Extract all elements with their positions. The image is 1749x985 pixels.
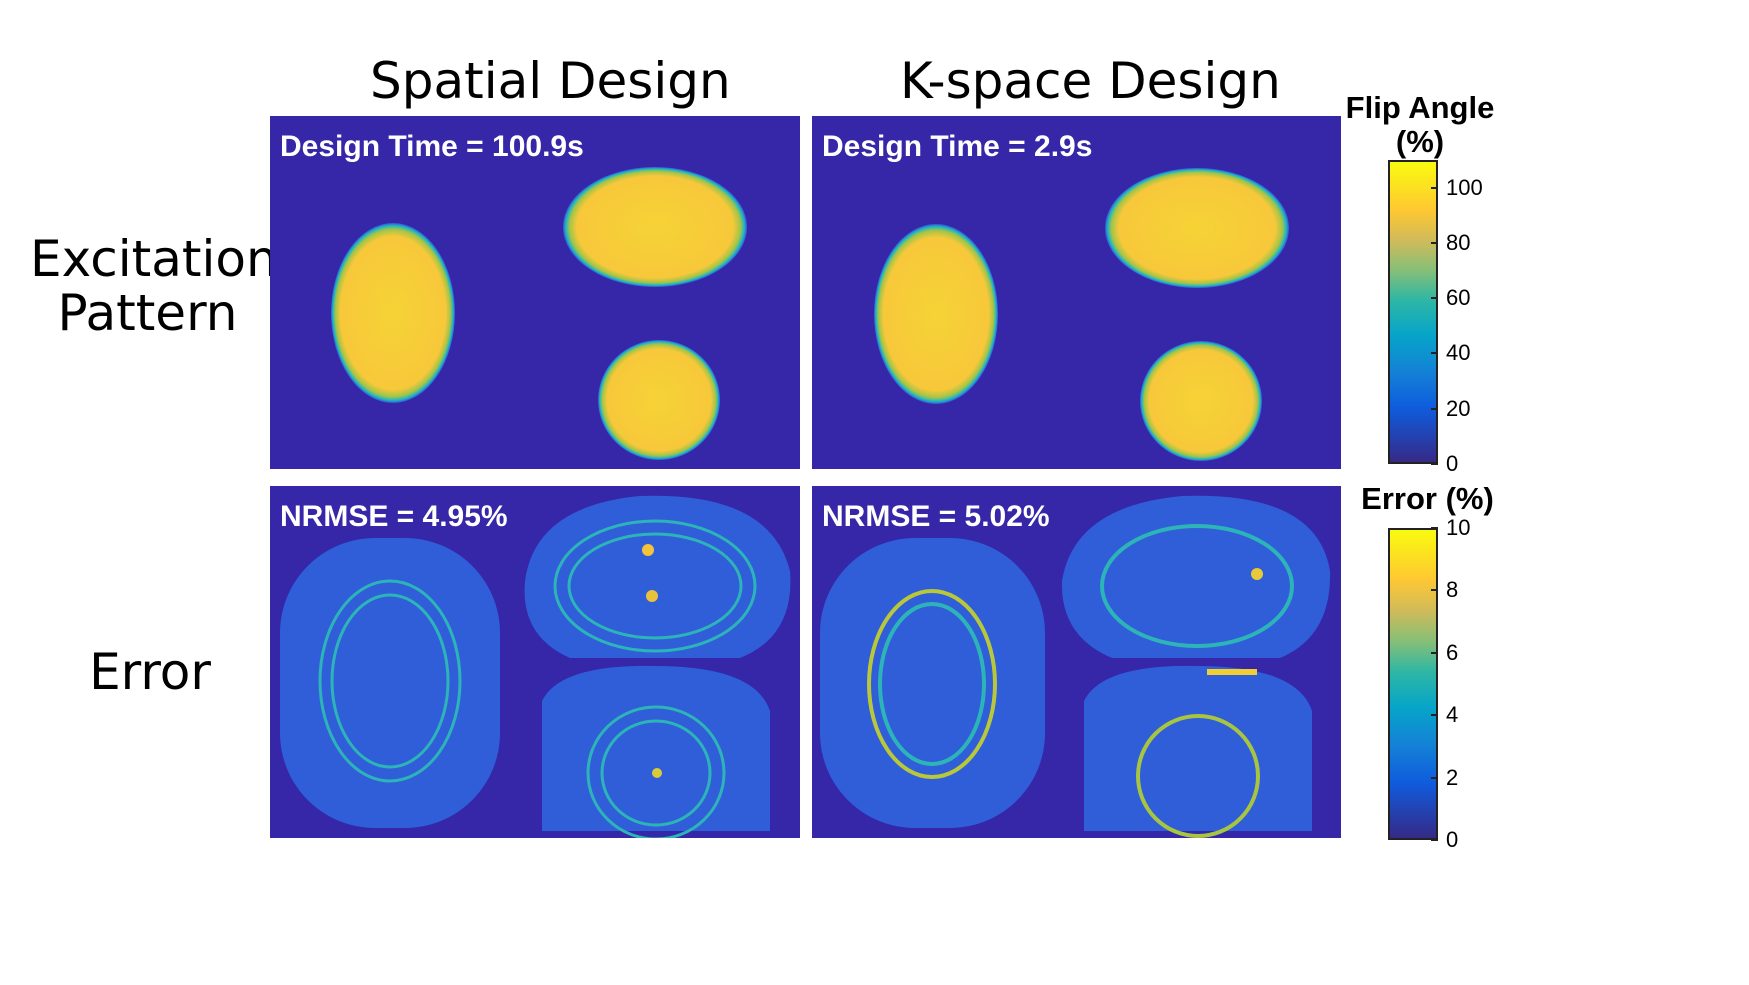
error-ring-top-outer [553, 519, 757, 653]
panel-kspace-error: NRMSE = 5.02% [812, 486, 1341, 838]
flip-tick-mark [1431, 352, 1438, 355]
flip-colorbar [1388, 160, 1438, 464]
error-tick-label: 4 [1446, 702, 1459, 728]
error-map-spatial [280, 495, 791, 838]
excitation-image-kspace [874, 168, 1289, 461]
error-blob-left [820, 538, 1045, 828]
excitation-ellipse-left [874, 224, 998, 404]
error-blob-left [280, 538, 500, 828]
excitation-ellipse-left [331, 223, 455, 403]
panel-kspace-excitation: Design Time = 2.9s [812, 116, 1341, 469]
error-ring-left [867, 589, 997, 779]
error-tick-label: 10 [1446, 515, 1471, 540]
error-ring-left-inner [330, 593, 450, 769]
row-title-error: Error [89, 643, 211, 701]
flip-colorbar-title: Flip Angle (%) [1345, 91, 1495, 159]
error-blob-bottom-right [1084, 665, 1312, 831]
error-tick-mark [1431, 776, 1438, 779]
error-ring-left-outer [318, 579, 462, 783]
column-title-spatial: Spatial Design [370, 52, 731, 110]
error-colorbar [1388, 528, 1438, 840]
excitation-circle-bottom-right [1140, 341, 1262, 461]
error-tick-mark [1431, 714, 1438, 717]
error-ring-bottom [1136, 714, 1260, 838]
panel-spatial-error: NRMSE = 4.95% [270, 486, 800, 838]
error-hotspot [646, 590, 658, 602]
row-title-excitation: Excitation Pattern [30, 230, 278, 342]
flip-tick-mark [1431, 186, 1438, 189]
flip-colorbar-title-line1: Flip Angle [1345, 90, 1495, 125]
flip-tick-mark [1431, 241, 1438, 244]
error-hotspot [1207, 669, 1257, 675]
error-blob-top-right [1061, 495, 1331, 658]
excitation-image-spatial [331, 167, 747, 460]
flip-tick-label: 0 [1446, 451, 1459, 476]
flip-tick-mark [1431, 297, 1438, 300]
excitation-ellipse-top-right [1105, 168, 1289, 288]
error-ring-left-inner [878, 602, 986, 766]
error-tick-mark [1431, 589, 1438, 592]
nrmse-label-spatial: NRMSE = 4.95% [280, 500, 508, 533]
row-title-excitation-line2: Pattern [57, 284, 238, 342]
flip-tick-label: 80 [1446, 229, 1471, 255]
design-time-label-spatial: Design Time = 100.9s [280, 130, 584, 163]
error-hotspot [1251, 568, 1263, 580]
nrmse-label-kspace: NRMSE = 5.02% [822, 500, 1050, 533]
flip-tick-mark [1431, 463, 1438, 465]
design-time-label-kspace: Design Time = 2.9s [822, 130, 1093, 163]
error-colorbar-title: Error (%) [1361, 481, 1494, 516]
flip-tick-label: 40 [1446, 340, 1471, 366]
flip-tick-label: 20 [1446, 395, 1471, 421]
error-blob-bottom-right [542, 665, 770, 831]
error-tick-label: 2 [1446, 764, 1459, 790]
excitation-circle-bottom-right [598, 340, 720, 460]
error-hotspot [642, 544, 654, 556]
flip-tick-mark [1431, 407, 1438, 410]
error-tick-mark [1431, 839, 1438, 841]
error-ring-top-inner [567, 532, 743, 640]
error-tick-label: 0 [1446, 827, 1459, 852]
panel-spatial-excitation: Design Time = 100.9s [270, 116, 800, 469]
row-title-excitation-line1: Excitation [30, 230, 278, 288]
error-tick-mark [1431, 651, 1438, 654]
flip-tick-label: 100 [1446, 174, 1483, 200]
error-map-kspace [820, 495, 1331, 838]
error-tick-label: 8 [1446, 577, 1459, 603]
error-ring-bottom-inner [600, 719, 712, 827]
error-tick-mark [1431, 527, 1438, 529]
excitation-ellipse-top-right [563, 167, 747, 287]
error-tick-label: 6 [1446, 639, 1459, 665]
column-title-kspace: K-space Design [900, 52, 1281, 110]
flip-tick-label: 60 [1446, 285, 1471, 311]
flip-colorbar-title-line2: (%) [1395, 124, 1445, 159]
error-hotspot [652, 768, 662, 778]
error-ring-top [1100, 524, 1294, 648]
error-ring-bottom-outer [586, 705, 726, 838]
